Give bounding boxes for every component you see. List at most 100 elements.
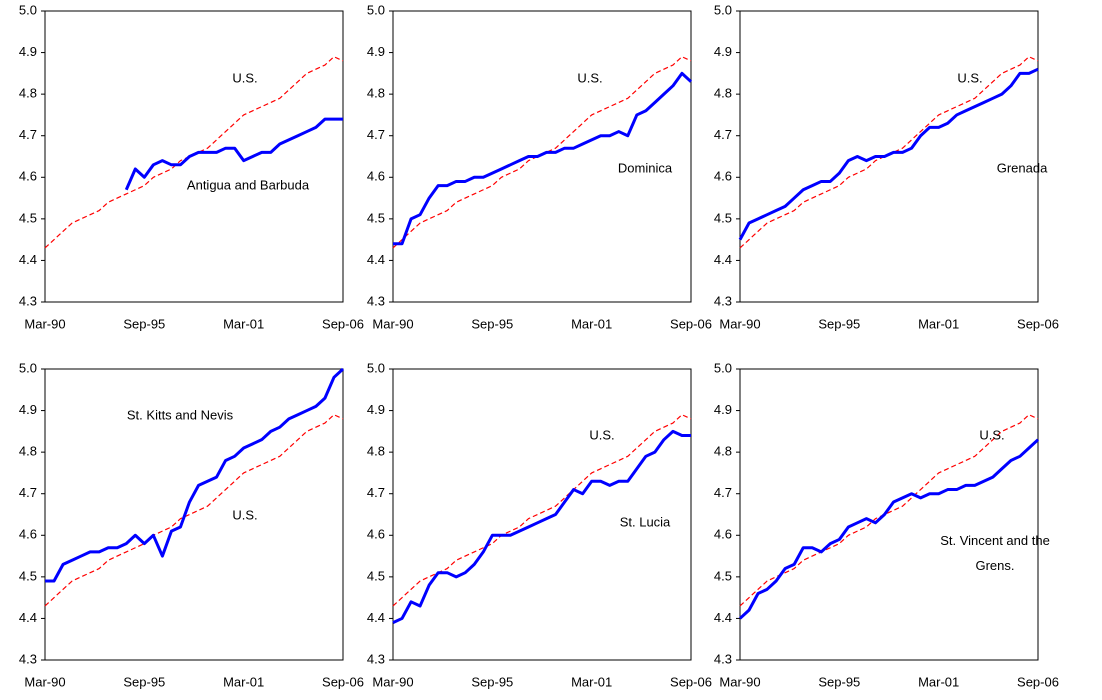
y-tick-label: 4.3 (19, 651, 37, 666)
y-tick-label: 4.3 (714, 293, 732, 308)
series-line (393, 71, 693, 246)
x-tick-label: Sep-95 (123, 674, 165, 689)
series-label: U.S. (979, 427, 1005, 443)
y-tick-label: 4.5 (367, 568, 385, 583)
y-tick-label: 4.8 (367, 444, 385, 459)
plot-frame (739, 368, 1039, 661)
x-tick-label: Mar-01 (918, 674, 959, 689)
y-tick-label: 4.6 (19, 527, 37, 542)
x-tick-label: Mar-90 (372, 316, 413, 331)
series-line (44, 414, 344, 607)
x-tick-label: Sep-95 (123, 316, 165, 331)
y-tick-label: 4.4 (367, 252, 385, 267)
panel: 4.3 4.4 4.5 4.6 4.7 4.8 4.9 5.0 Mar-90 Sep-95 Mar-… (19, 360, 364, 689)
series-line (392, 429, 691, 624)
x-tick-label: Mar-01 (223, 674, 264, 689)
y-tick-label: 5.0 (19, 360, 37, 375)
series-line (392, 56, 692, 249)
series-label: U.S. (232, 70, 258, 86)
y-tick-label: 5.0 (367, 360, 385, 375)
y-tick-label: 4.5 (714, 568, 732, 583)
x-tick-label: Sep-95 (471, 316, 513, 331)
series-label: Grenada (996, 160, 1048, 176)
plot-frame (44, 10, 344, 303)
y-tick-label: 4.4 (714, 610, 732, 625)
y-tick-label: 4.8 (714, 86, 732, 101)
y-tick-label: 4.8 (714, 444, 732, 459)
y-tick-label: 4.9 (19, 44, 37, 59)
y-tick-label: 4.6 (367, 527, 385, 542)
y-tick-label: 5.0 (714, 2, 732, 17)
series-label: St. Kitts and Nevis (126, 407, 234, 423)
y-tick-label: 4.3 (367, 293, 385, 308)
y-tick-label: 5.0 (714, 360, 732, 375)
x-tick-label: Mar-90 (719, 316, 760, 331)
series-line (45, 367, 345, 583)
series-label: St. Vincent and the Grens. (940, 533, 1050, 573)
series-label: U.S. (589, 427, 615, 443)
y-tick-label: 4.6 (714, 527, 732, 542)
y-tick-label: 4.4 (19, 252, 37, 267)
series-label: Antigua and Barbuda (186, 177, 310, 193)
y-tick-label: 4.9 (714, 402, 732, 417)
y-tick-label: 4.5 (714, 210, 732, 225)
x-tick-label: Mar-01 (918, 316, 959, 331)
y-tick-label: 5.0 (19, 2, 37, 17)
panel: 4.3 4.4 4.5 4.6 4.7 4.8 4.9 5.0 Mar-90 Sep-95 Mar-… (714, 360, 1059, 689)
x-tick-label: Mar-90 (719, 674, 760, 689)
y-tick-label: 4.7 (367, 485, 385, 500)
x-tick-label: Sep-06 (670, 316, 712, 331)
series-line (392, 414, 692, 607)
series-line (124, 117, 343, 191)
y-tick-label: 4.9 (367, 44, 385, 59)
series-line (739, 414, 1039, 607)
panel: 4.3 4.4 4.5 4.6 4.7 4.8 4.9 5.0 Mar-90 Sep-95 Mar-… (367, 360, 712, 689)
y-tick-label: 4.9 (19, 402, 37, 417)
series-label: U.S. (957, 70, 983, 86)
y-tick-label: 4.8 (19, 86, 37, 101)
y-tick-label: 4.6 (19, 169, 37, 184)
series-line (738, 438, 1040, 620)
plot-frame (739, 10, 1039, 303)
x-tick-label: Sep-95 (818, 674, 860, 689)
y-tick-label: 4.9 (714, 44, 732, 59)
series-line (738, 67, 1039, 241)
series-label: Dominica (617, 160, 673, 176)
series-label: U.S. (577, 70, 603, 86)
y-tick-label: 4.4 (714, 252, 732, 267)
y-tick-label: 4.4 (19, 610, 37, 625)
y-tick-label: 4.7 (19, 485, 37, 500)
y-tick-label: 4.7 (714, 127, 732, 142)
plot-frame (392, 368, 692, 661)
x-tick-label: Mar-01 (571, 316, 612, 331)
series-label: St. Lucia (619, 514, 671, 530)
panel: 4.3 4.4 4.5 4.6 4.7 4.8 4.9 5.0 Mar-90 Sep-95 Mar-… (367, 2, 712, 331)
y-tick-label: 4.5 (19, 568, 37, 583)
x-tick-label: Mar-01 (571, 674, 612, 689)
y-tick-label: 4.7 (367, 127, 385, 142)
x-tick-label: Sep-95 (471, 674, 513, 689)
series-line (44, 56, 344, 249)
y-tick-label: 4.8 (367, 86, 385, 101)
x-tick-label: Mar-90 (24, 674, 65, 689)
y-tick-label: 4.7 (714, 485, 732, 500)
x-tick-label: Sep-06 (322, 674, 364, 689)
x-tick-label: Sep-06 (1017, 316, 1059, 331)
y-tick-label: 4.3 (367, 651, 385, 666)
x-tick-label: Mar-01 (223, 316, 264, 331)
y-tick-label: 4.9 (367, 402, 385, 417)
series-line (739, 56, 1039, 249)
y-tick-label: 4.5 (19, 210, 37, 225)
x-tick-label: Sep-06 (322, 316, 364, 331)
x-tick-label: Mar-90 (372, 674, 413, 689)
y-tick-label: 4.7 (19, 127, 37, 142)
x-tick-label: Sep-06 (1017, 674, 1059, 689)
panel: 4.3 4.4 4.5 4.6 4.7 4.8 4.9 5.0 Mar-90 Sep-95 Mar-… (714, 2, 1059, 331)
y-tick-label: 4.4 (367, 610, 385, 625)
x-tick-label: Sep-95 (818, 316, 860, 331)
plot-frame (44, 368, 344, 661)
y-tick-label: 4.6 (714, 169, 732, 184)
y-tick-label: 4.6 (367, 169, 385, 184)
